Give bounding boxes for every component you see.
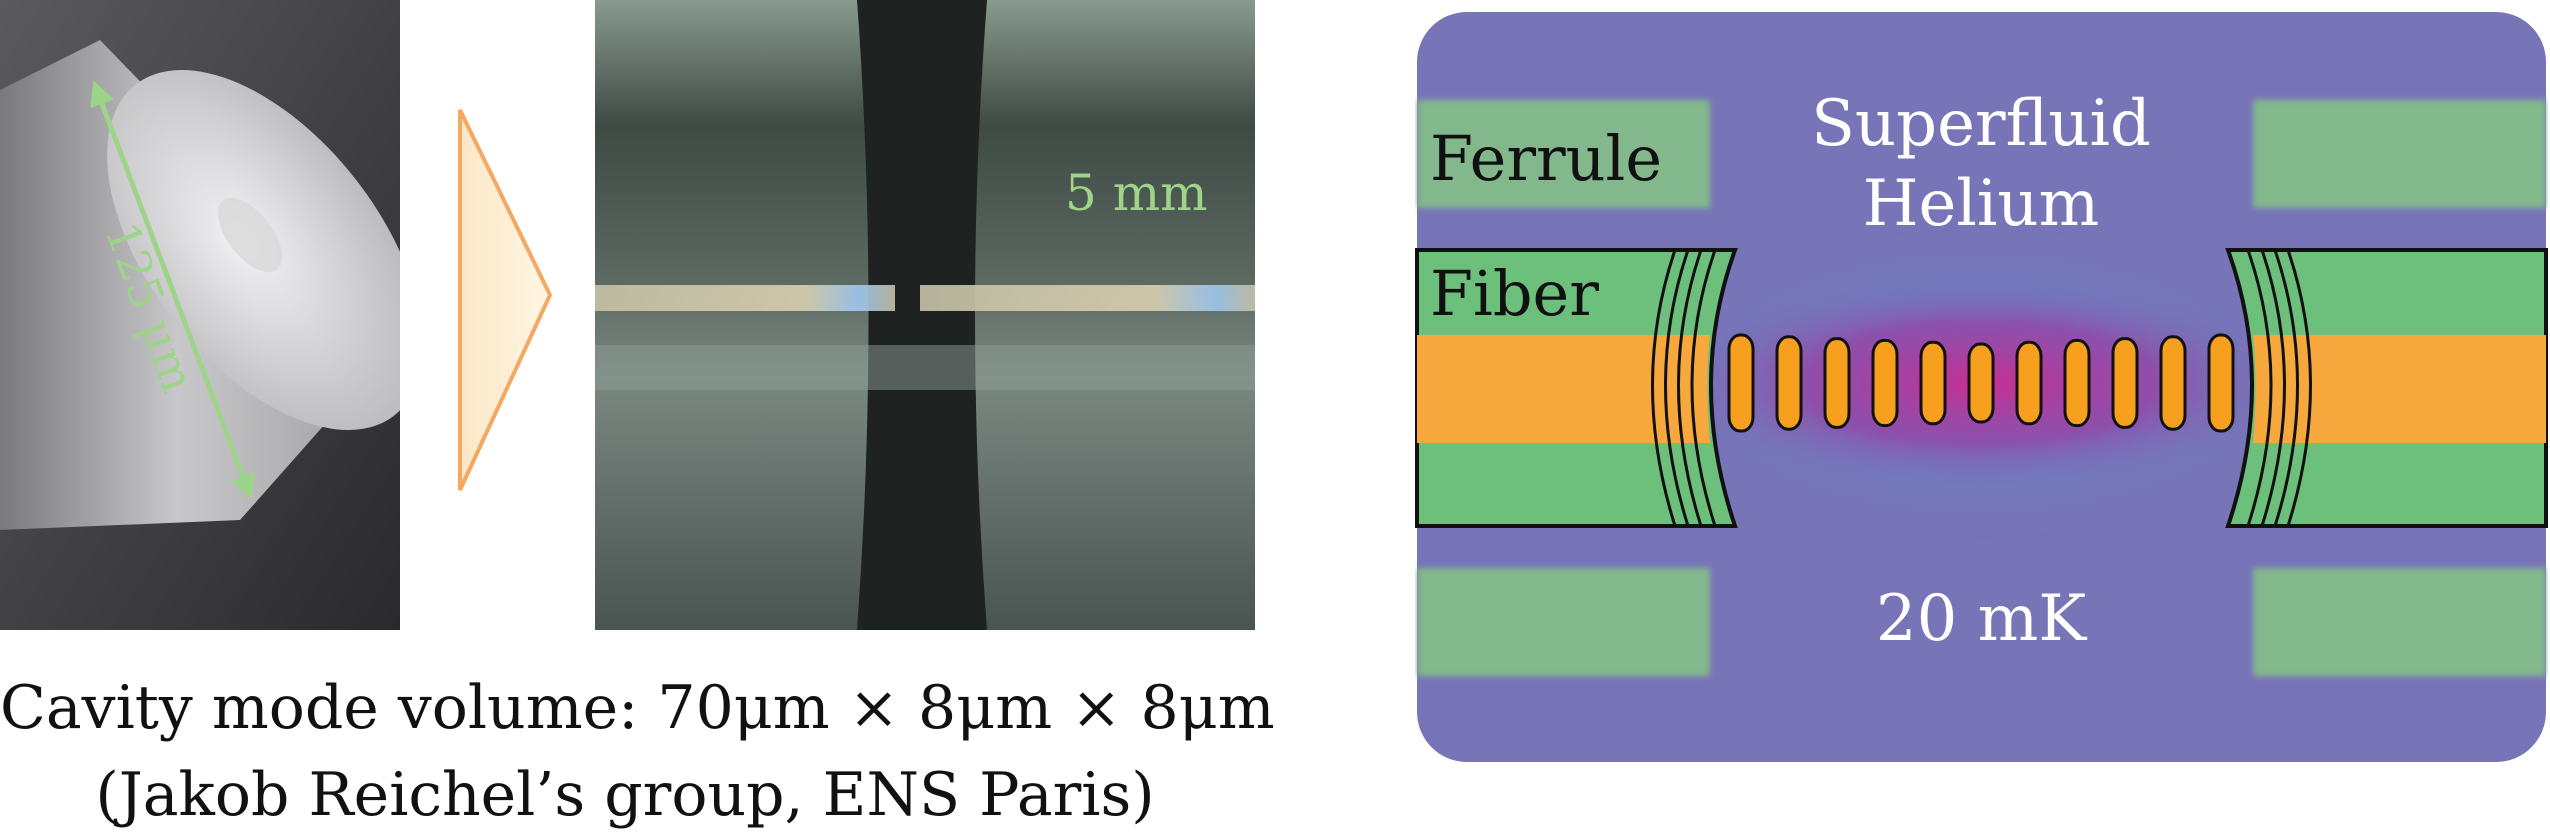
antinode-6 (1967, 342, 1995, 424)
cavity-microscope-photo: 5 mm (595, 0, 1255, 630)
antinode-7 (2015, 340, 2043, 426)
antinode-4 (1871, 338, 1899, 428)
antinode-5 (1919, 340, 1947, 426)
caption-attribution: (Jakob Reichel’s group, ENS Paris) (95, 760, 1155, 830)
antinode-11 (2207, 333, 2235, 433)
antinode-10 (2159, 335, 2187, 431)
antinode-9 (2111, 337, 2139, 429)
caption-mode-volume: Cavity mode volume: 70μm × 8μm × 8μm (0, 673, 1275, 743)
cavity-schematic: Ferrule Fiber Superfluid Helium 20 mK (1415, 12, 2548, 762)
antinode-1 (1727, 333, 1755, 433)
standing-wave-antinodes (1727, 333, 2235, 433)
ferrule-label: Ferrule (1430, 122, 1662, 195)
ferrule-bottom-right (2253, 568, 2546, 676)
antinode-8 (2063, 338, 2091, 428)
fiber-left (1415, 248, 1738, 528)
ferrule-top-right (2253, 100, 2546, 208)
fiber-tip-photo: 125 μm (0, 0, 400, 630)
fiber-right (2225, 248, 2548, 528)
ferrule-bottom-left (1417, 568, 1710, 676)
ferrule-top-left (1417, 100, 1710, 208)
antinode-2 (1775, 335, 1803, 431)
temperature-label: 20 mK (1876, 582, 2087, 656)
medium-label-line2: Helium (1863, 167, 2100, 241)
antinode-3 (1823, 337, 1851, 429)
arrow-triangle-icon (458, 109, 553, 491)
scale-label-5mm: 5 mm (1065, 164, 1208, 222)
fiber-label: Fiber (1430, 257, 1599, 330)
medium-label-line1: Superfluid (1811, 87, 2151, 161)
